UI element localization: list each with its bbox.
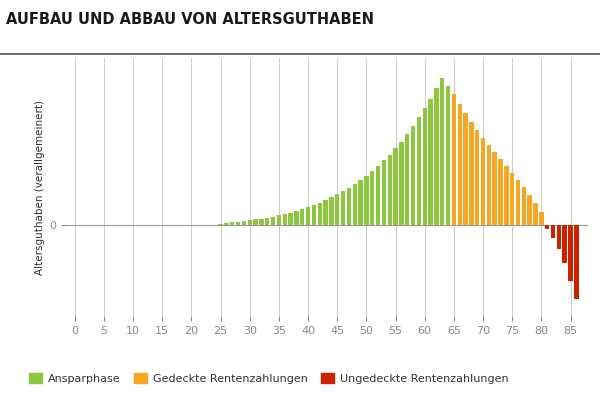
- Bar: [411, 126, 415, 224]
- Bar: [440, 79, 445, 224]
- Bar: [487, 145, 491, 224]
- Bar: [405, 134, 409, 224]
- Bar: [399, 141, 404, 224]
- Bar: [370, 171, 374, 224]
- Bar: [463, 114, 468, 224]
- Bar: [562, 224, 567, 263]
- Bar: [499, 159, 503, 224]
- Bar: [347, 188, 351, 224]
- Bar: [469, 122, 473, 224]
- Bar: [259, 219, 263, 224]
- Bar: [446, 86, 450, 224]
- Bar: [521, 187, 526, 224]
- Bar: [271, 217, 275, 224]
- Y-axis label: Altersguthaben (verallgemeinert): Altersguthaben (verallgemeinert): [35, 100, 45, 275]
- Bar: [323, 200, 328, 224]
- Bar: [283, 214, 287, 224]
- Bar: [341, 191, 345, 224]
- Bar: [236, 222, 240, 224]
- Bar: [329, 197, 334, 224]
- Bar: [224, 223, 229, 224]
- Bar: [253, 220, 258, 224]
- Bar: [358, 180, 363, 224]
- Bar: [294, 211, 299, 224]
- Bar: [504, 166, 509, 224]
- Bar: [376, 166, 380, 224]
- Bar: [574, 224, 578, 299]
- Bar: [300, 209, 304, 224]
- Bar: [317, 203, 322, 224]
- Bar: [533, 203, 538, 224]
- Bar: [545, 224, 550, 229]
- Bar: [493, 152, 497, 224]
- Bar: [388, 155, 392, 224]
- Bar: [428, 99, 433, 224]
- Bar: [394, 148, 398, 224]
- Bar: [335, 194, 340, 224]
- Text: AUFBAU UND ABBAU VON ALTERSGUTHABEN: AUFBAU UND ABBAU VON ALTERSGUTHABEN: [6, 12, 374, 27]
- Bar: [289, 213, 293, 224]
- Bar: [311, 205, 316, 224]
- Bar: [434, 88, 439, 224]
- Bar: [539, 212, 544, 224]
- Bar: [568, 224, 572, 280]
- Bar: [306, 207, 310, 224]
- Legend: Ansparphase, Gedeckte Rentenzahlungen, Ungedeckte Rentenzahlungen: Ansparphase, Gedeckte Rentenzahlungen, U…: [25, 368, 513, 388]
- Bar: [452, 94, 456, 224]
- Bar: [527, 195, 532, 224]
- Bar: [265, 218, 269, 224]
- Bar: [364, 176, 368, 224]
- Bar: [242, 221, 246, 224]
- Bar: [481, 138, 485, 224]
- Bar: [416, 117, 421, 224]
- Bar: [422, 108, 427, 224]
- Bar: [248, 220, 252, 224]
- Bar: [516, 180, 520, 224]
- Bar: [458, 104, 462, 224]
- Bar: [510, 173, 514, 224]
- Bar: [551, 224, 555, 237]
- Bar: [382, 160, 386, 224]
- Bar: [557, 224, 561, 249]
- Bar: [277, 216, 281, 224]
- Bar: [353, 184, 357, 224]
- Bar: [475, 130, 479, 224]
- Bar: [230, 222, 235, 224]
